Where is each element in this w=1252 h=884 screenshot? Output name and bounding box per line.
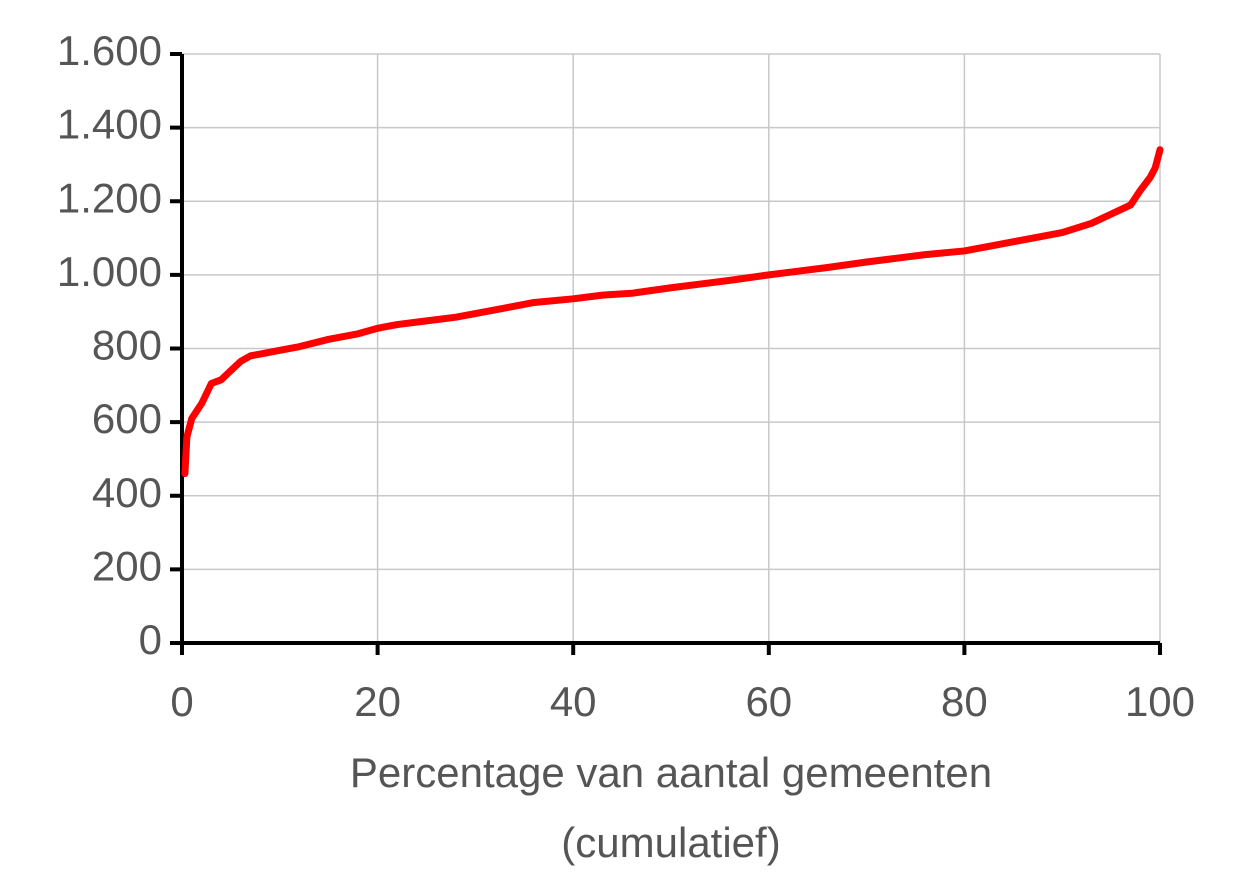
y-tick-label: 800	[92, 322, 162, 369]
y-tick-label: 200	[92, 542, 162, 589]
data-line	[181, 146, 1164, 478]
y-tick-label: 0	[139, 616, 162, 663]
x-axis-label: Percentage van aantal gemeenten	[350, 749, 992, 796]
x-tick-label: 60	[745, 678, 792, 725]
y-tick-label: 1.000	[57, 248, 162, 295]
x-tick-label: 100	[1125, 678, 1195, 725]
x-tick-label: 0	[170, 678, 193, 725]
y-tick-label: 1.200	[57, 174, 162, 221]
y-tick-label: 1.400	[57, 101, 162, 148]
y-tick-label: 1.600	[57, 27, 162, 74]
x-tick-label: 40	[550, 678, 597, 725]
x-tick-label: 20	[354, 678, 401, 725]
x-tick-label: 80	[941, 678, 988, 725]
y-tick-label: 400	[92, 469, 162, 516]
y-tick-label: 600	[92, 395, 162, 442]
x-axis-label: (cumulatief)	[561, 819, 780, 866]
